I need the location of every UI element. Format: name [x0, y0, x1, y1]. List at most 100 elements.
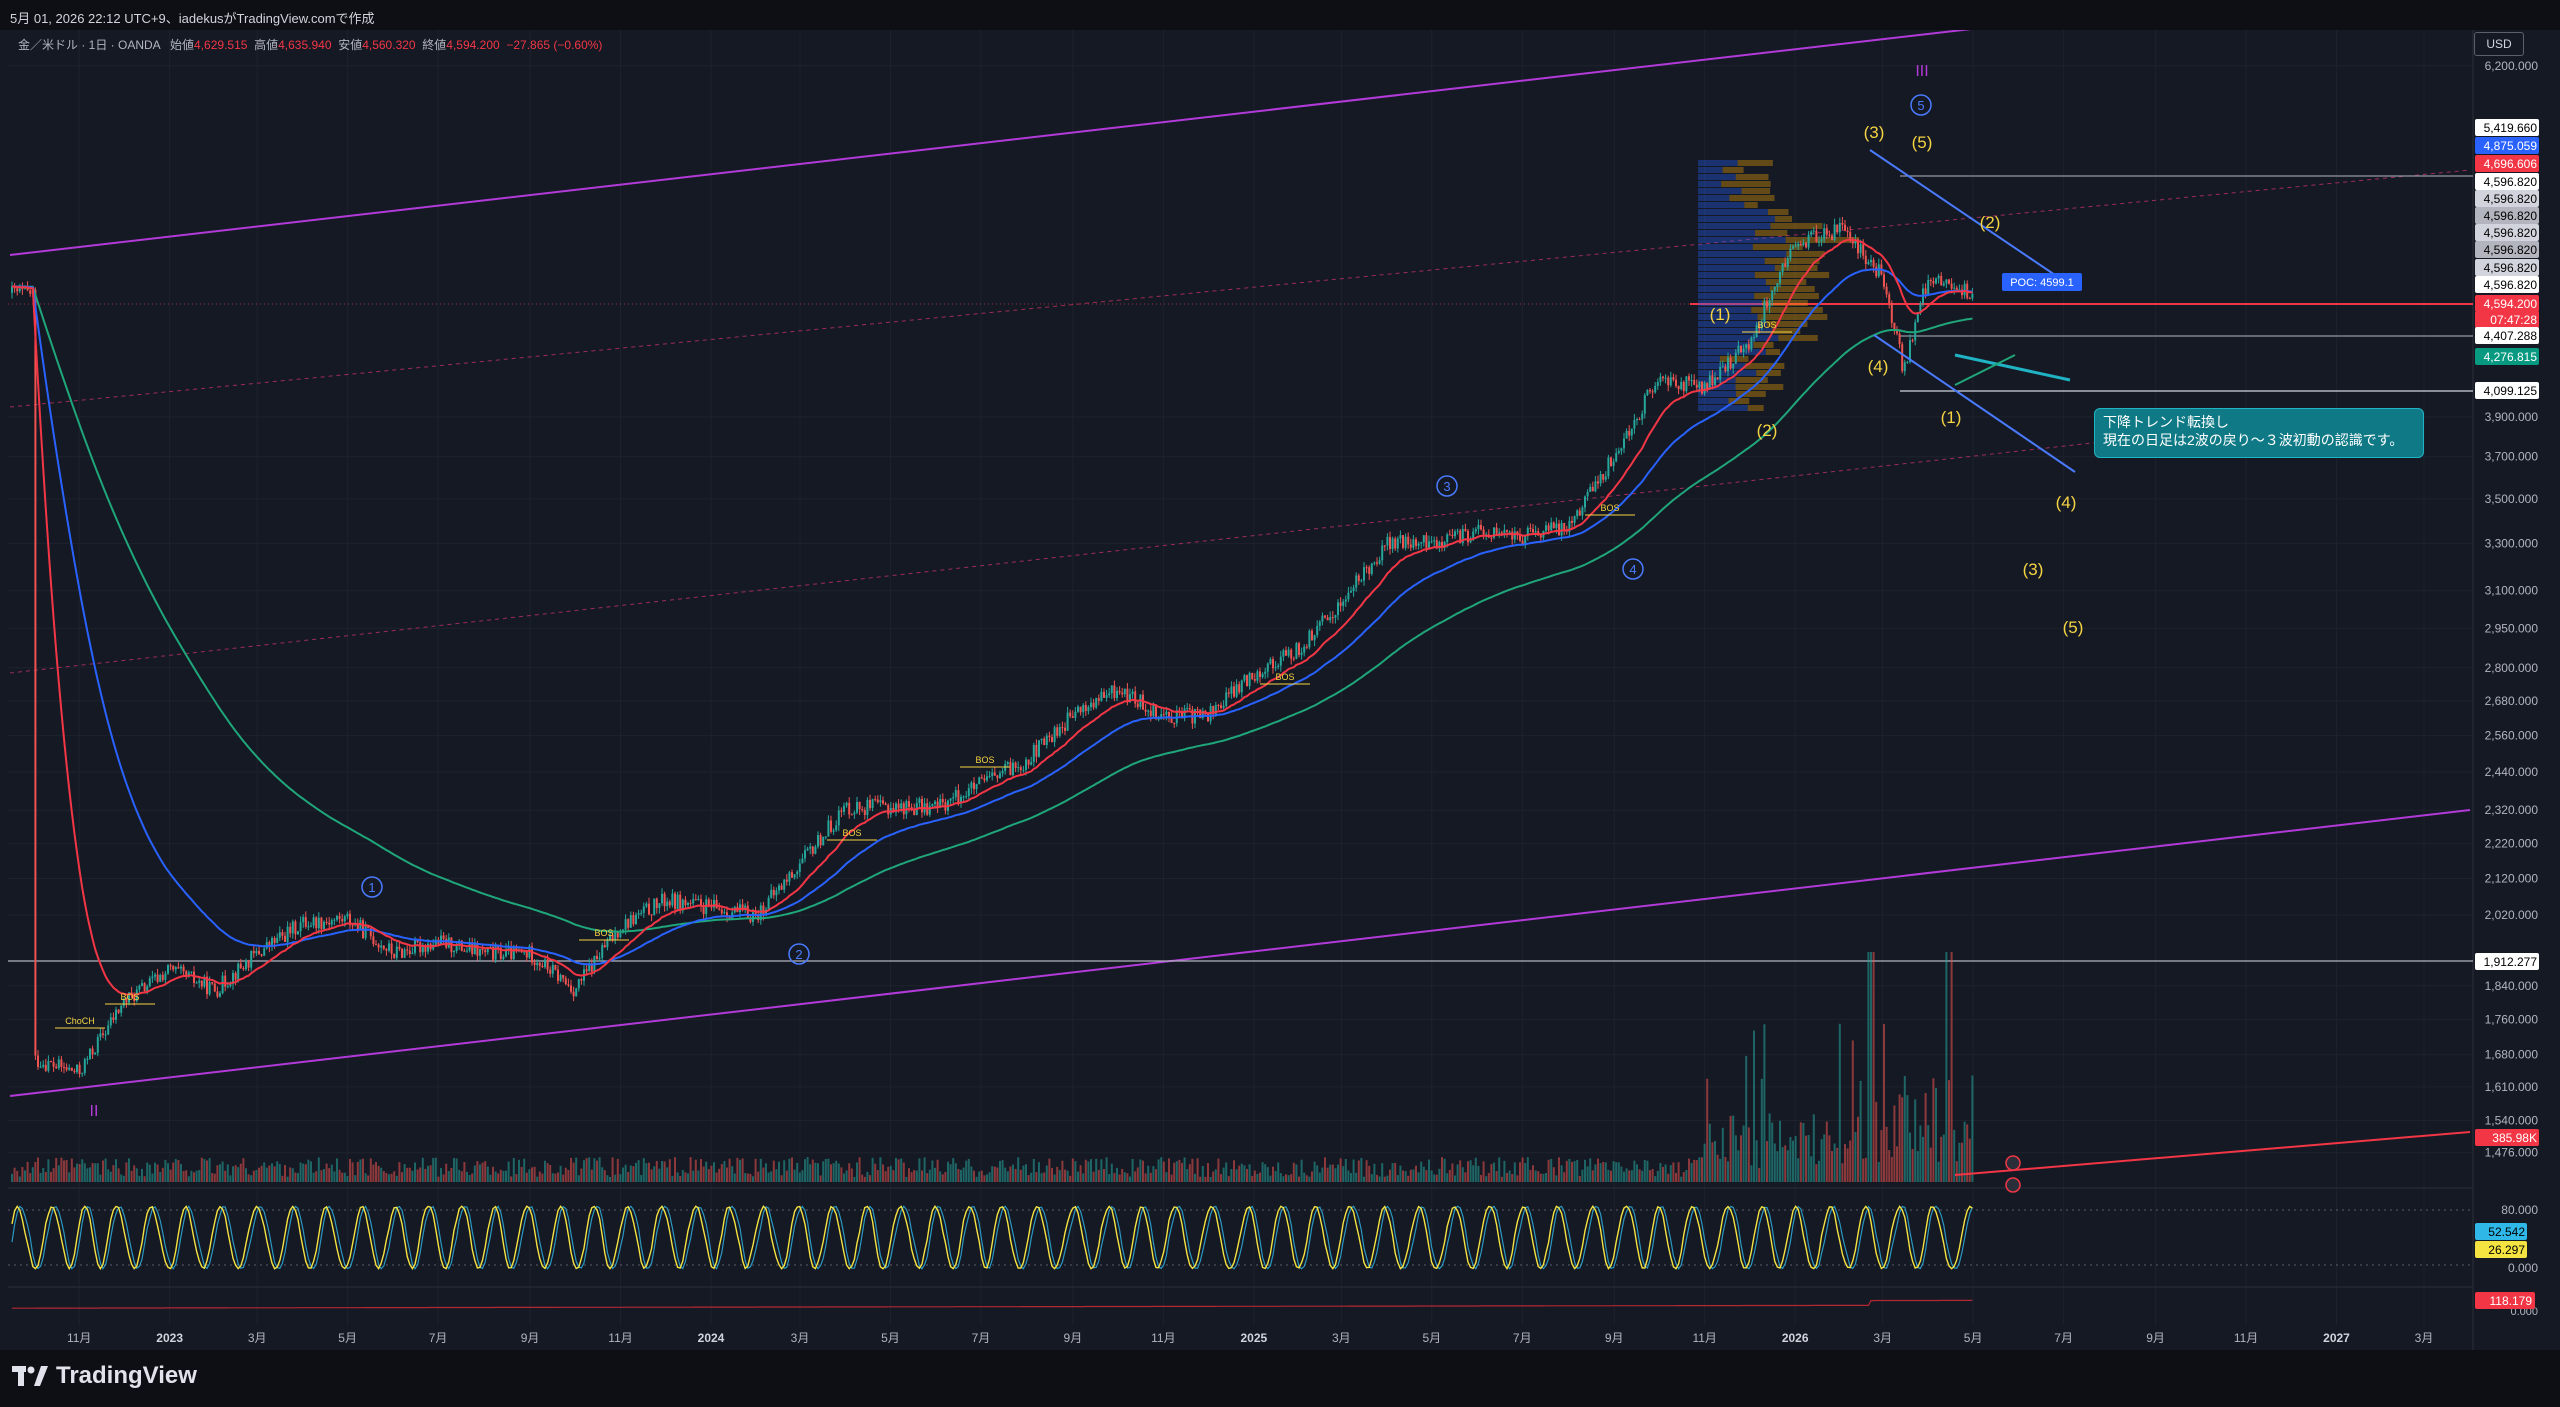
candle-body: [679, 894, 682, 911]
candle-body: [1828, 234, 1831, 236]
volume-profile-bar: [1698, 363, 1746, 369]
volume-bar: [1428, 1159, 1430, 1182]
volume-bar: [624, 1164, 627, 1182]
volume-bar: [1272, 1166, 1274, 1182]
volume-bar: [55, 1157, 58, 1182]
candle-body: [1662, 376, 1664, 379]
volume-bar: [798, 1172, 801, 1182]
candle-body: [645, 903, 648, 907]
candle-body: [1534, 531, 1537, 533]
candle-body: [1048, 735, 1051, 737]
volume-bar: [1131, 1158, 1134, 1182]
candle-body: [1615, 453, 1618, 462]
candle-body: [1849, 232, 1852, 239]
candle-body: [861, 809, 864, 811]
candle-body: [203, 976, 206, 987]
currency-button[interactable]: USD: [2474, 32, 2524, 56]
candle-body: [1797, 243, 1800, 247]
candle-body: [96, 1037, 99, 1053]
volume-bar: [393, 1171, 396, 1182]
volume-bar: [1810, 1156, 1813, 1182]
price-tick-label: 3,900.000: [2485, 410, 2539, 424]
candle-body: [1552, 522, 1555, 529]
ema-mid-line: [11, 268, 1973, 966]
candle-body: [70, 1067, 73, 1071]
channel-mid-dashed: [9, 169, 2471, 408]
volume-bar: [1409, 1169, 1412, 1182]
volume-bar: [1797, 1158, 1800, 1182]
volume-bar: [1412, 1169, 1415, 1182]
candle-body: [1893, 322, 1896, 330]
tradingview-logo[interactable]: TradingView: [12, 1362, 197, 1390]
volume-bar: [1560, 1165, 1563, 1182]
time-tick-label: 2024: [698, 1331, 725, 1345]
volume-bar: [544, 1160, 546, 1182]
candle-body: [1745, 344, 1748, 349]
chart-canvas[interactable]: 6,200.0003,900.0003,700.0003,500.0003,30…: [0, 27, 2560, 1350]
candle-body: [200, 980, 203, 987]
volume-bar: [1074, 1161, 1077, 1182]
annotation-callout[interactable]: 下降トレンド転換し 現在の日足は2波の戻り〜３波初動の認識です。: [2094, 408, 2424, 458]
candle-body: [1404, 536, 1407, 548]
candle-body: [1532, 528, 1534, 533]
candle-body: [453, 951, 455, 953]
volume-bar: [1823, 1134, 1826, 1182]
candle-body: [1441, 541, 1443, 548]
ema-fast-line: [11, 238, 1973, 997]
candle-body: [1571, 520, 1573, 523]
candle-body: [1144, 709, 1147, 712]
volume-profile-bar: [1698, 251, 1787, 257]
volume-bar: [536, 1176, 539, 1182]
volume-bar: [1032, 1158, 1035, 1182]
candle-body: [640, 912, 643, 914]
candle-body: [297, 931, 299, 935]
candle-body: [1656, 382, 1659, 387]
candle-body: [1376, 562, 1378, 564]
volume-bar: [424, 1168, 427, 1182]
volume-bar: [1693, 1159, 1696, 1182]
volume-bar: [403, 1164, 406, 1182]
candle-body: [1732, 363, 1735, 369]
volume-bar: [1027, 1175, 1030, 1182]
candle-body: [1136, 703, 1139, 707]
volume-bar: [185, 1170, 188, 1182]
candle-body: [770, 889, 773, 898]
candle-body: [741, 904, 744, 911]
volume-bar: [512, 1157, 515, 1182]
candle-body: [263, 948, 266, 956]
volume-bar: [94, 1163, 97, 1182]
volume-bar: [1708, 1123, 1711, 1182]
candle-body: [1402, 535, 1404, 548]
candle-body: [1396, 538, 1399, 549]
volume-bar: [952, 1158, 955, 1182]
volume-profile-bar: [1754, 293, 1819, 299]
time-tick-label: 5月: [881, 1331, 900, 1345]
candle-body: [988, 776, 991, 778]
volume-bar: [460, 1171, 463, 1182]
time-tick-label: 11月: [1151, 1331, 1175, 1345]
price-tick-label: 1,476.000: [2485, 1146, 2539, 1160]
volume-bar: [757, 1171, 760, 1182]
volume-bar: [585, 1158, 588, 1182]
candle-body: [1721, 366, 1724, 368]
candle-body: [1025, 759, 1027, 770]
volume-bar: [603, 1170, 606, 1182]
chart-area[interactable]: 6,200.000 3,900.000 3,700.000 3,500.000 3,30…: [0, 27, 2560, 1350]
candle-body: [1799, 243, 1802, 245]
candle-body: [1027, 759, 1030, 765]
volume-bar: [1942, 1134, 1945, 1182]
candle-body: [349, 913, 351, 926]
volume-bar: [848, 1163, 851, 1182]
volume-bar: [1303, 1172, 1306, 1182]
volume-bar: [1022, 1165, 1025, 1182]
candle-body: [658, 903, 661, 908]
volume-bar: [1620, 1166, 1623, 1182]
volume-profile-bar: [1786, 251, 1825, 257]
volume-bar: [1885, 1126, 1888, 1182]
volume-bar: [263, 1162, 266, 1182]
volume-bar: [1324, 1157, 1326, 1182]
candle-body: [307, 926, 310, 928]
candle-body: [1953, 287, 1956, 289]
candle-body: [60, 1059, 63, 1067]
volume-bar: [746, 1173, 749, 1182]
